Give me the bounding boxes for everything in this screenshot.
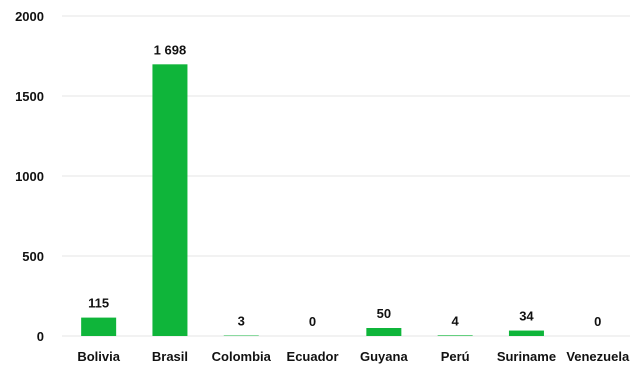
category-label-bolivia: Bolivia	[77, 349, 120, 364]
category-label-colombia: Colombia	[212, 349, 272, 364]
category-label-ecuador: Ecuador	[287, 349, 339, 364]
bars	[81, 64, 544, 336]
value-label-colombia: 3	[238, 314, 245, 329]
category-label-suriname: Suriname	[497, 349, 556, 364]
bar-suriname	[508, 330, 544, 336]
value-label-ecuador: 0	[309, 314, 316, 329]
category-label-guyana: Guyana	[360, 349, 408, 364]
value-label-bolivia: 115	[88, 296, 109, 311]
grid-layer	[62, 15, 630, 337]
y-tick-label: 1000	[15, 169, 44, 184]
value-label-guyana: 50	[377, 306, 391, 321]
bar-guyana	[366, 328, 402, 336]
category-label-brasil: Brasil	[152, 349, 188, 364]
bar-bolivia	[81, 317, 117, 336]
value-label-suriname: 34	[519, 309, 534, 324]
value-label-brasil: 1 698	[154, 42, 187, 57]
value-labels: 115 1 698 3 0 50 4 34 0	[88, 42, 601, 329]
y-axis-ticks: 0 500 1000 1500 2000	[15, 9, 44, 344]
bar-perú	[437, 335, 473, 336]
value-label-venezuela: 0	[594, 314, 601, 329]
category-label-perú: Perú	[441, 349, 470, 364]
y-tick-label: 0	[37, 329, 44, 344]
category-label-venezuela: Venezuela	[566, 349, 630, 364]
category-labels: Bolivia Brasil Colombia Ecuador Guyana Perú Su…	[77, 349, 630, 364]
y-tick-label: 1500	[15, 89, 44, 104]
value-label-perú: 4	[452, 313, 460, 328]
y-tick-label: 2000	[15, 9, 44, 24]
bar-brasil	[152, 64, 188, 336]
y-tick-label: 500	[22, 249, 44, 264]
